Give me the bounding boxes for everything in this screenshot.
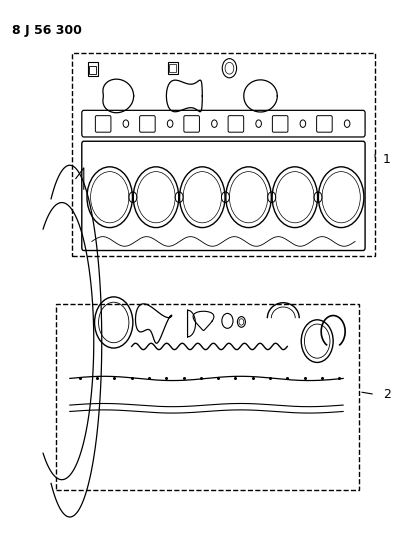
Text: 2: 2 <box>383 388 391 401</box>
Bar <box>72 53 375 256</box>
Bar <box>89 66 96 74</box>
Text: 1: 1 <box>383 154 391 166</box>
Bar <box>56 304 359 490</box>
Bar <box>88 62 98 76</box>
Text: 8 J 56 300: 8 J 56 300 <box>12 24 82 37</box>
Bar <box>169 64 176 72</box>
Bar <box>168 62 178 74</box>
